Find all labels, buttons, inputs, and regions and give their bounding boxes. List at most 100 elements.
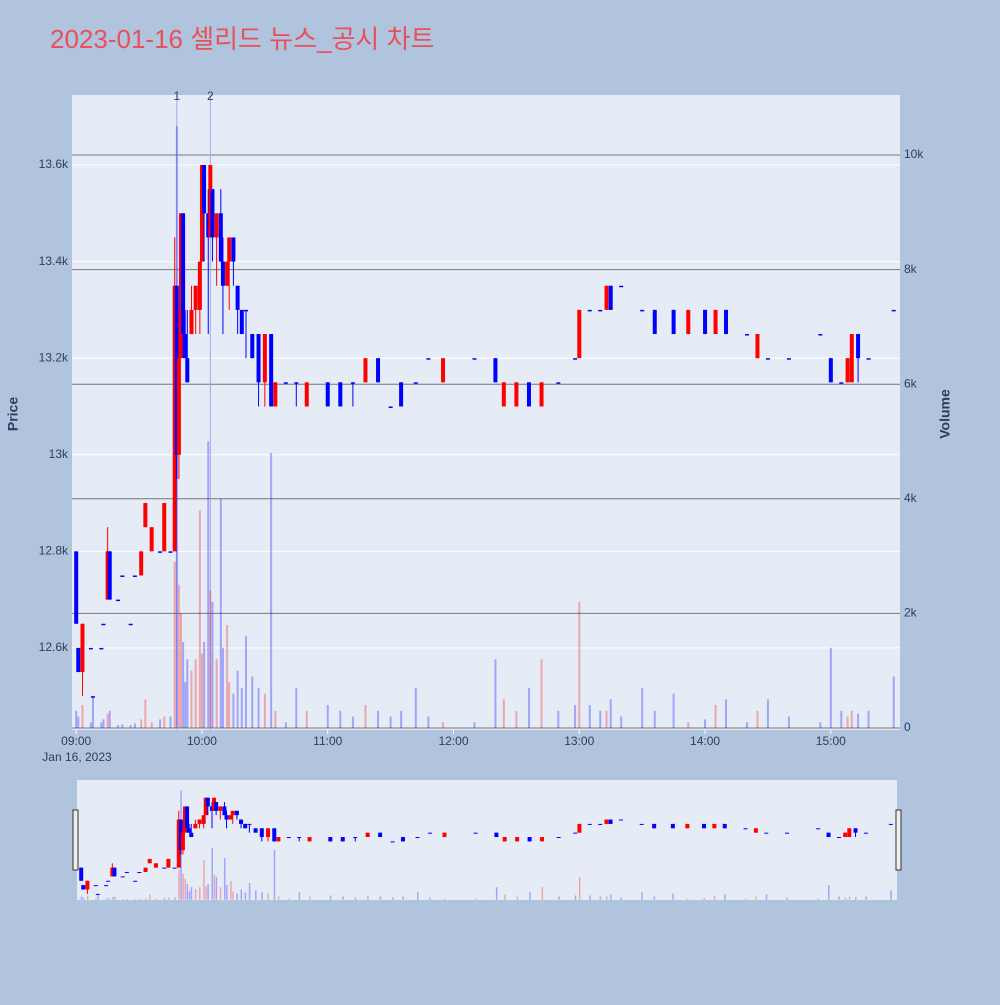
candle-body	[168, 551, 173, 553]
slider-volume-bar	[367, 895, 369, 900]
candle-body	[652, 309, 657, 335]
volume-bar	[400, 710, 403, 728]
slider-volume-bar	[174, 897, 176, 900]
slider-volume-bar	[354, 897, 357, 900]
volume-bar	[704, 719, 707, 728]
slider-volume-bar	[342, 896, 344, 900]
slider-volume-bar	[703, 898, 705, 900]
slider-volume-bar	[838, 896, 840, 900]
slider-handle[interactable]	[72, 809, 79, 871]
volume-bar	[351, 716, 354, 728]
candle-body	[225, 261, 230, 286]
slider-volume-bar	[122, 899, 124, 900]
slider-candle-body	[340, 837, 345, 842]
slider-candle-body	[137, 872, 142, 874]
slider-candle-body	[400, 837, 405, 842]
candle-body	[472, 358, 477, 360]
volume-bar	[687, 722, 690, 728]
volume-bar	[226, 624, 229, 728]
volume-bar	[169, 716, 172, 728]
slider-volume-bar	[113, 896, 116, 900]
slider-volume-bar	[475, 898, 477, 900]
volume-bar	[211, 601, 214, 728]
slider-candle-body	[239, 819, 244, 824]
candle-body	[210, 189, 215, 238]
volume-bar	[857, 713, 860, 728]
volume-bar	[184, 682, 187, 728]
slider-candle-body	[639, 823, 644, 825]
y-tick-label: 12.8k	[39, 544, 69, 558]
volume-bar	[159, 719, 162, 728]
candle-body	[183, 334, 188, 359]
slider-volume-bar	[145, 898, 147, 900]
volume-bar	[442, 722, 445, 728]
candle-body	[713, 309, 718, 335]
slider-candle-body	[816, 828, 821, 830]
slider-volume-bar	[844, 897, 847, 900]
slider-candle-body	[286, 837, 291, 839]
volume-bar	[173, 561, 176, 728]
candle-body	[179, 213, 184, 359]
candle-body	[185, 358, 190, 383]
candle-body	[176, 358, 181, 455]
slider-volume-bar	[417, 892, 419, 900]
slider-candle-body	[81, 885, 86, 890]
slider-volume-bar	[755, 896, 757, 900]
slider-candle-body	[836, 837, 841, 839]
slider-volume-bar	[111, 897, 114, 900]
slider-volume-bar	[267, 893, 270, 900]
volume-bar	[745, 722, 748, 728]
slider-volume-bar	[745, 898, 747, 900]
candle-body	[539, 382, 544, 407]
slider-volume-bar	[865, 896, 867, 900]
slider-candle-body	[573, 832, 578, 834]
slider-volume-bar	[298, 892, 301, 900]
slider-candle-body	[187, 828, 192, 833]
slider-volume-bar	[686, 898, 689, 900]
volume-bar	[203, 642, 206, 728]
slider-candle-body	[247, 823, 252, 825]
slider-volume-bar	[149, 894, 151, 900]
volume-bar	[846, 716, 849, 728]
candle-body	[818, 334, 823, 336]
slider-volume-bar	[605, 896, 608, 900]
slider-volume-bar	[848, 896, 851, 900]
slider-volume-bar	[188, 891, 191, 900]
candle-body	[640, 309, 645, 312]
slider-volume-bar	[126, 899, 128, 900]
candle-body	[399, 382, 404, 407]
volume-bar	[766, 699, 769, 728]
volume-bar	[133, 723, 136, 728]
volume-bar	[186, 659, 189, 728]
volume-bar	[257, 687, 260, 728]
slider-candle-body	[110, 867, 115, 877]
candle-body	[573, 358, 578, 360]
slider-volume-bar	[82, 897, 85, 900]
slider-candle-body	[203, 797, 208, 816]
slider-candle-body	[826, 832, 831, 838]
slider-candle-body	[230, 810, 235, 816]
candle-body	[262, 334, 267, 383]
slider-candle-body	[166, 858, 171, 868]
volume-bar	[502, 699, 505, 728]
slider-candle-body	[176, 819, 181, 868]
slider-volume-bar	[713, 895, 716, 900]
slider-candle-body	[124, 872, 129, 874]
volume-bar	[840, 710, 843, 728]
volume-bar	[207, 441, 210, 728]
slider-volume-bar	[240, 889, 243, 900]
volume-bar	[377, 710, 380, 728]
slider-volume-bar	[288, 898, 290, 900]
candle-body	[413, 382, 418, 384]
slider-candle-body	[104, 885, 109, 887]
slider-candle-body	[214, 802, 219, 811]
candle-body	[671, 309, 676, 335]
slider-handle[interactable]	[895, 809, 902, 871]
candle-body	[206, 213, 211, 238]
y2-tick-label: 4k	[904, 491, 918, 505]
slider-volume-bar	[248, 883, 251, 900]
candle-body	[608, 285, 613, 310]
volume-bar	[389, 716, 392, 728]
volume-bar	[714, 705, 717, 728]
slider-candle-body	[106, 880, 111, 882]
